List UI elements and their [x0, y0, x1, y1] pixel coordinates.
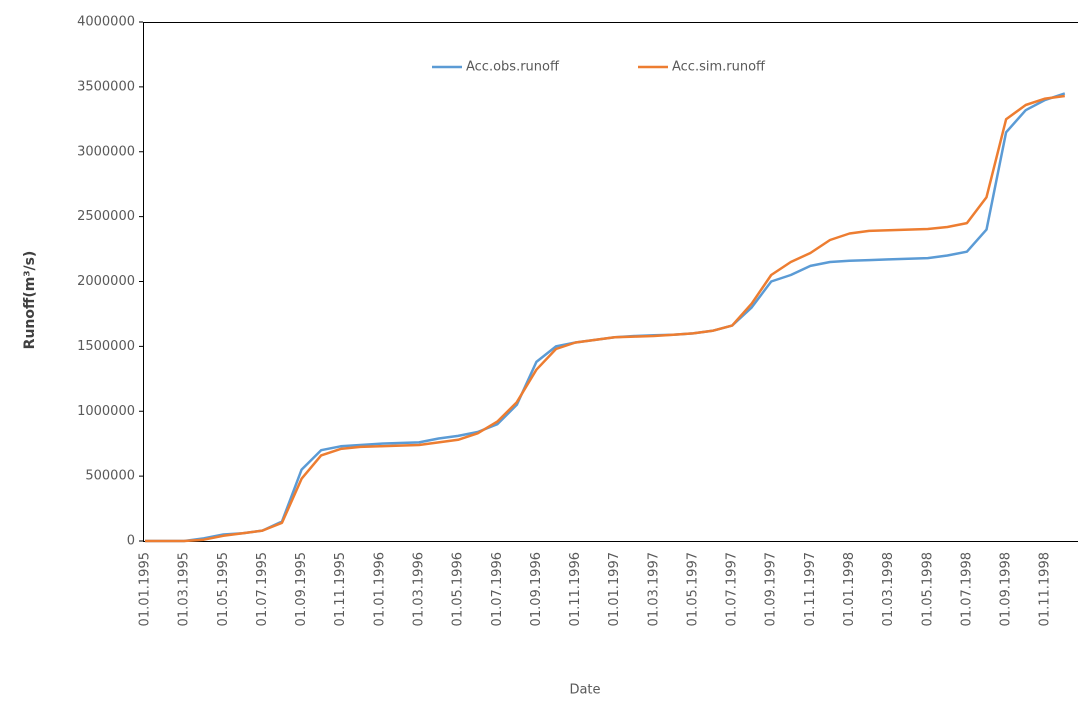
x-tick-label: 01.05.1996 — [451, 552, 466, 626]
y-tick-label: 2500000 — [77, 209, 135, 224]
x-tick-label: 01.03.1997 — [646, 552, 661, 626]
x-tick-label: 01.07.1995 — [255, 552, 270, 626]
series-line — [145, 94, 1065, 543]
legend-label: Acc.obs.runoff — [466, 60, 560, 75]
x-tick-label: 01.07.1996 — [490, 552, 505, 626]
x-tick-label: 01.05.1998 — [920, 552, 935, 626]
x-tick-label: 01.09.1996 — [529, 552, 544, 626]
x-tick-label: 01.11.1996 — [568, 552, 583, 626]
x-tick-label: 01.11.1997 — [803, 552, 818, 626]
x-tick-label: 01.11.1998 — [1038, 552, 1053, 626]
x-tick-label: 01.03.1995 — [177, 552, 192, 626]
y-tick-label: 0 — [127, 534, 135, 549]
y-tick-label: 1500000 — [77, 339, 135, 354]
x-tick-label: 01.01.1998 — [842, 552, 857, 626]
x-tick-label: 01.01.1995 — [138, 552, 153, 626]
y-tick-label: 4000000 — [77, 15, 135, 30]
y-tick-label: 2000000 — [77, 274, 135, 289]
legend-label: Acc.sim.runoff — [672, 60, 766, 75]
x-tick-label: 01.09.1995 — [294, 552, 309, 626]
y-tick-label: 3500000 — [77, 79, 135, 94]
y-axis-title: Runoff(m³/s) — [22, 251, 38, 350]
series-line — [145, 92, 1066, 543]
y-tick-label: 500000 — [85, 469, 135, 484]
x-tick-label: 01.11.1995 — [333, 552, 348, 626]
x-tick-label: 01.03.1998 — [881, 552, 896, 626]
x-tick-label: 01.09.1998 — [999, 552, 1014, 626]
y-tick-label: 1000000 — [77, 404, 135, 419]
x-tick-label: 01.07.1997 — [725, 552, 740, 626]
x-tick-label: 01.07.1998 — [959, 552, 974, 626]
plot-frame — [143, 22, 1078, 542]
x-tick-label: 01.05.1995 — [216, 552, 231, 626]
x-axis-title: Date — [569, 683, 600, 698]
x-tick-label: 01.01.1996 — [372, 552, 387, 626]
x-tick-label: 01.01.1997 — [607, 552, 622, 626]
x-tick-label: 01.09.1997 — [764, 552, 779, 626]
x-tick-label: 01.05.1997 — [685, 552, 700, 626]
y-tick-label: 3000000 — [77, 144, 135, 159]
x-tick-label: 01.03.1996 — [411, 552, 426, 626]
